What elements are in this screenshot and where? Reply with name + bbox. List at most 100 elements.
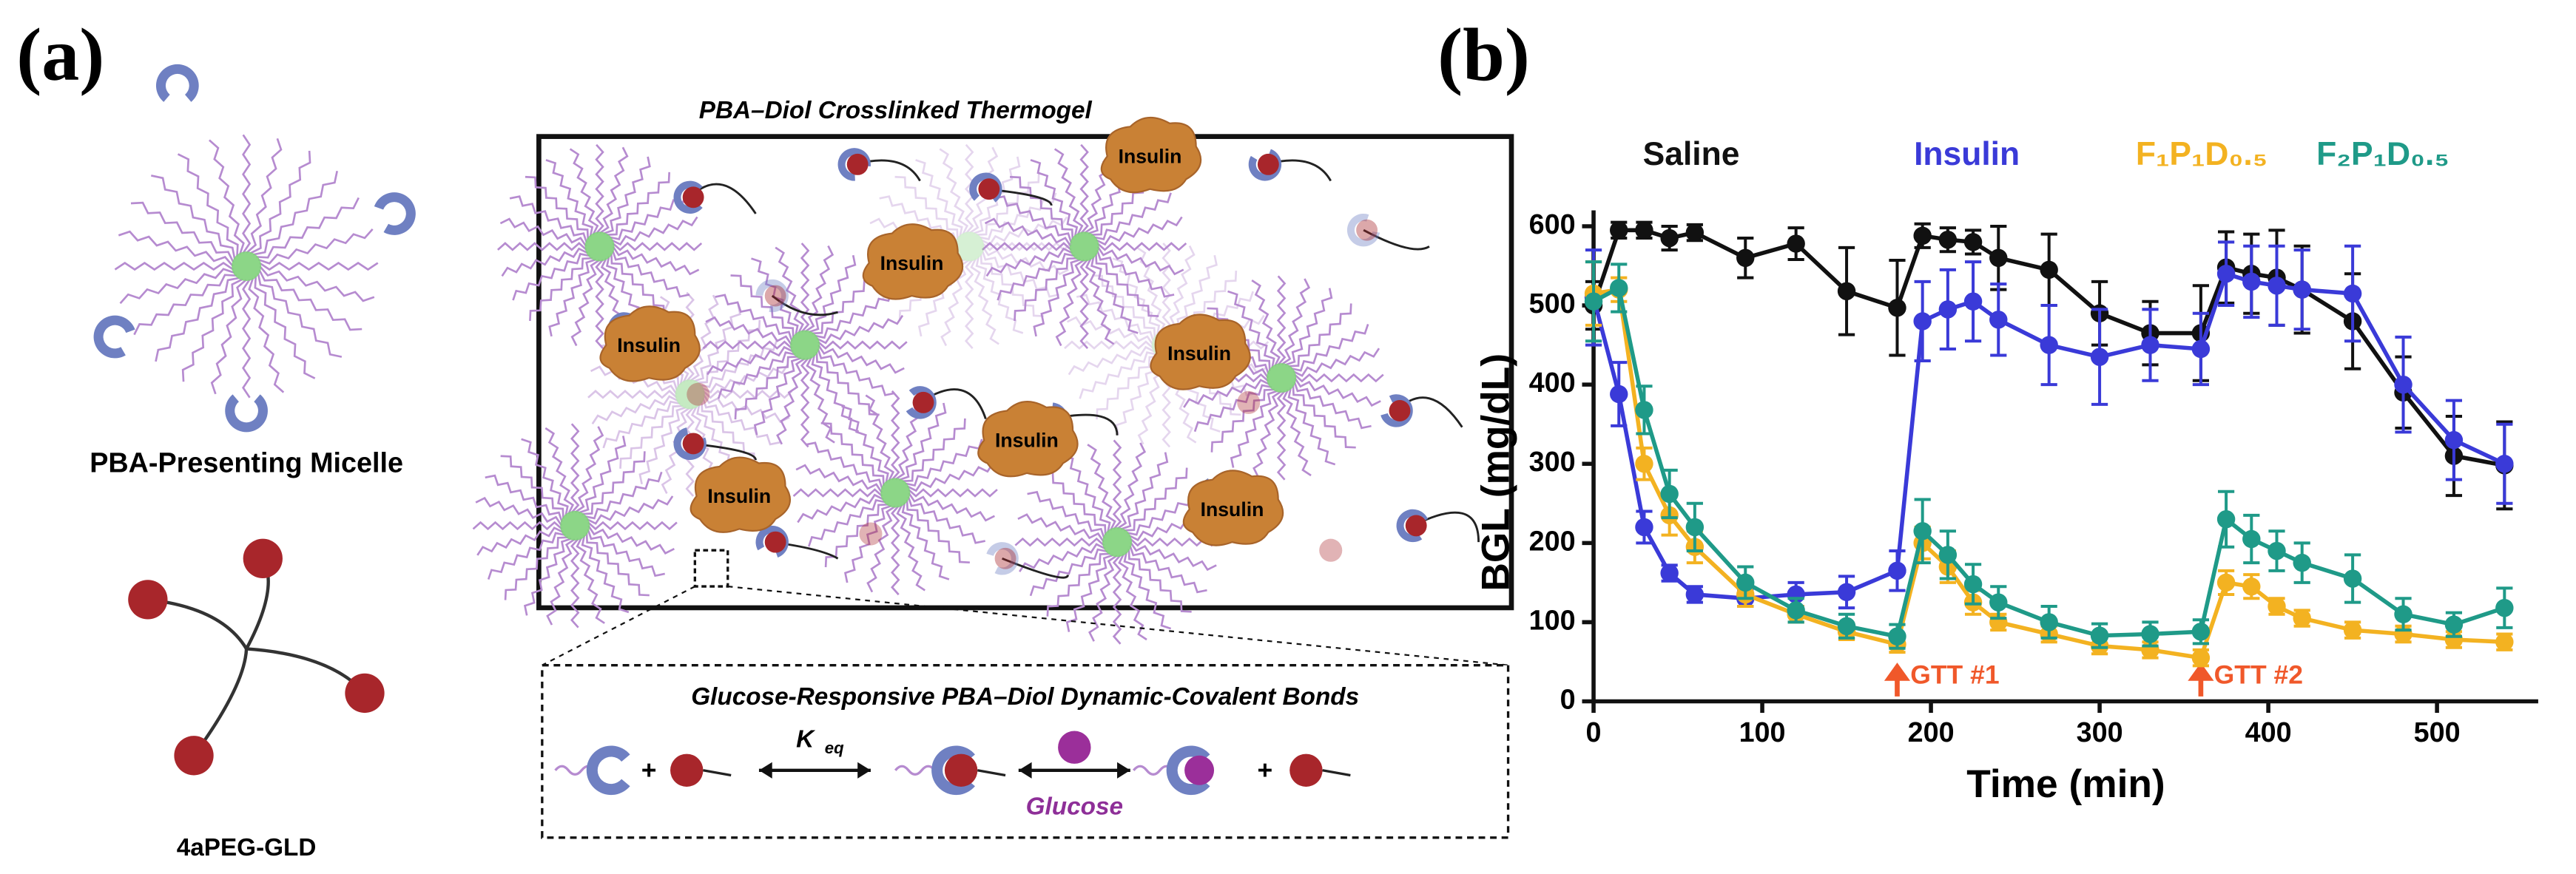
micelle-arm xyxy=(585,532,650,597)
micelle-arm xyxy=(612,242,703,251)
diol-end xyxy=(345,673,385,714)
diol-end xyxy=(682,433,704,455)
x-tick-label: 300 xyxy=(2077,717,2123,748)
annotation-label: GTT #1 xyxy=(1910,660,1999,690)
micelle-arm xyxy=(891,505,900,596)
y-tick-label: 400 xyxy=(1529,367,1576,398)
insulin-label: Insulin xyxy=(1119,146,1182,168)
micelle-arm xyxy=(523,538,572,616)
insulin-blob xyxy=(689,456,792,533)
micelle-arm xyxy=(804,245,834,333)
diol-end xyxy=(682,186,704,209)
micelle-arm xyxy=(800,357,810,448)
micelle-arm xyxy=(997,252,1075,301)
micelle-arm xyxy=(177,153,239,257)
micelle-arm xyxy=(574,426,604,513)
micelle-arm xyxy=(915,159,963,237)
micelle-arm xyxy=(1112,439,1122,530)
micelle-arm xyxy=(1093,192,1172,240)
micelle-arm xyxy=(817,348,895,396)
micelle-arm xyxy=(1079,143,1089,234)
micelle-arm xyxy=(1116,442,1147,530)
micelle-arm xyxy=(496,242,587,251)
micelle-arm xyxy=(610,253,675,317)
data-point xyxy=(1989,311,2008,329)
data-point xyxy=(1888,561,1906,580)
micelle-arm xyxy=(512,252,590,301)
micelle-arm xyxy=(980,253,1044,317)
insulin-label: Insulin xyxy=(1167,342,1231,365)
micelle-arm xyxy=(939,148,969,236)
peg-link xyxy=(1002,557,1069,579)
micelle-arm xyxy=(994,195,1073,243)
data-point xyxy=(1938,230,1958,249)
diol-end xyxy=(687,382,710,406)
micelle-arm xyxy=(1124,467,1188,532)
diol-end xyxy=(978,178,1000,200)
micelle-arm xyxy=(902,418,966,483)
micelle-arm xyxy=(1129,545,1207,594)
pba-group xyxy=(225,394,268,433)
micelle-arm xyxy=(1288,303,1352,367)
micelle-arm xyxy=(1130,541,1217,572)
micelle-arm xyxy=(545,159,594,237)
data-point xyxy=(2268,541,2286,560)
micelle-arm xyxy=(1183,379,1270,408)
micelle-arm xyxy=(1276,275,1287,366)
micelle-arm xyxy=(578,436,627,514)
insulin-blob xyxy=(599,305,701,382)
peg-tail xyxy=(703,769,732,777)
data-point xyxy=(2090,348,2109,366)
data-point xyxy=(2444,615,2464,634)
insulin-blob xyxy=(1150,314,1251,390)
data-point xyxy=(2444,430,2464,450)
micelle-arm xyxy=(1193,384,1272,433)
micelle-arm xyxy=(259,265,375,302)
micelle-arm xyxy=(587,521,678,531)
micelle-arm xyxy=(209,139,245,255)
micelle-arm xyxy=(1053,148,1084,236)
micelle-arm xyxy=(1063,454,1111,533)
data-point xyxy=(2216,265,2236,283)
micelle-arm xyxy=(807,498,886,547)
micelle-arm xyxy=(797,493,884,524)
micelle-arm xyxy=(814,291,893,339)
data-point xyxy=(1610,279,1628,297)
micelle-arm xyxy=(133,274,237,336)
diol-end xyxy=(994,547,1016,569)
micelle xyxy=(702,243,908,448)
micelle-arm xyxy=(587,529,665,577)
micelle-arm xyxy=(1161,243,1171,333)
arrow-head xyxy=(1018,762,1130,779)
micelle-arm xyxy=(248,277,285,393)
x-tick-label: 100 xyxy=(1739,717,1786,748)
peg-wave xyxy=(1132,765,1174,776)
micelle-arm xyxy=(975,256,1024,334)
micelle-arm xyxy=(1123,551,1172,630)
diol-end xyxy=(128,580,168,620)
data-point xyxy=(2495,598,2514,617)
annotation-label: GTT #2 xyxy=(2214,660,2303,690)
micelle-arm xyxy=(610,216,698,246)
micelle-arm xyxy=(1017,513,1105,543)
data-point xyxy=(2495,632,2514,651)
y-tick-label: 600 xyxy=(1529,209,1576,240)
micelle-arm xyxy=(979,192,1057,240)
micelle-arm xyxy=(576,537,605,624)
data-point xyxy=(2191,648,2211,667)
micelle-arm xyxy=(1290,324,1369,372)
micelle-arm xyxy=(118,230,234,267)
insulin-label: Insulin xyxy=(880,252,944,274)
x-tick-label: 500 xyxy=(2414,717,2461,748)
micelle-arm xyxy=(569,148,599,236)
micelle-arm xyxy=(1014,257,1078,322)
micelle-arm xyxy=(707,345,794,376)
data-point xyxy=(2293,609,2311,628)
micelle-arm xyxy=(612,245,700,276)
micelle-core xyxy=(880,478,911,508)
micelle-arm xyxy=(599,146,629,234)
pba-group xyxy=(755,279,789,313)
micelle-arm xyxy=(114,262,235,271)
micelle-arm xyxy=(611,250,690,298)
